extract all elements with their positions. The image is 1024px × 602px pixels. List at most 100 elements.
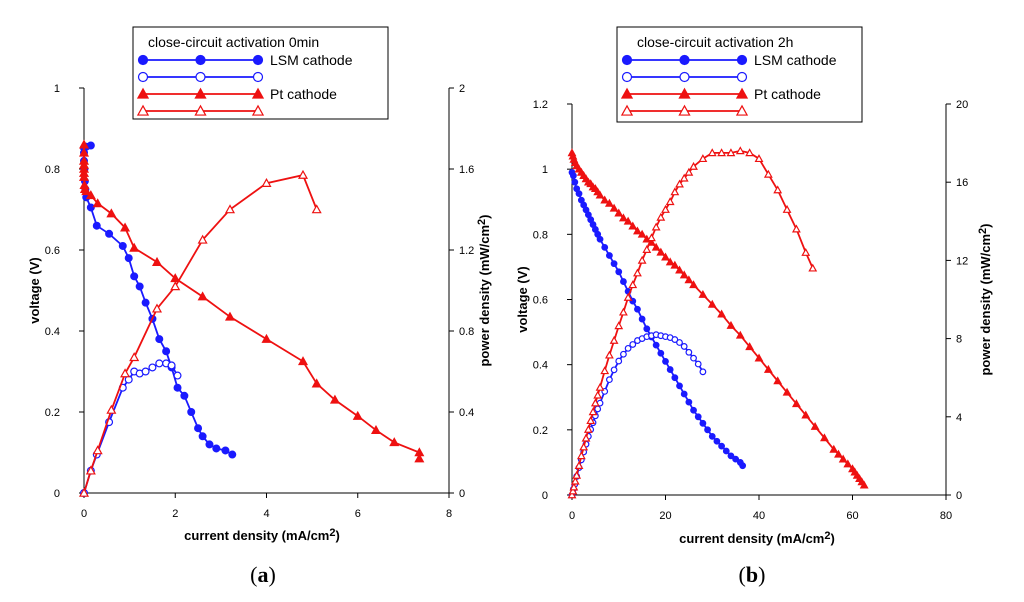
data-point [136,104,150,116]
data-point [569,482,579,491]
data-point [679,173,689,182]
data-point [389,437,400,447]
data-point [86,203,95,212]
x-tick-label: 60 [846,510,858,522]
x-axis-title: current density (mA/cm2) [184,527,340,543]
data-point [763,169,773,178]
series-line [571,172,744,467]
data-point [135,282,144,291]
data-point [679,270,689,279]
data-point [662,358,669,365]
data-point [657,349,665,357]
x-tick-label: 20 [659,510,671,522]
data-point [414,453,425,463]
data-point [136,87,150,99]
data-point [620,104,634,116]
data-point [838,454,848,463]
data-point [567,490,577,499]
data-point [224,204,236,214]
data-point [656,212,666,221]
data-point [637,229,647,238]
legend-label: Pt cathode [270,86,337,102]
data-point [620,350,627,358]
y2-tick-label: 0.4 [459,407,474,419]
data-point [600,195,610,204]
legend-entry: LSM cathode [137,52,353,68]
y-tick-label: 0.4 [533,360,548,372]
y2-tick-label: 1.2 [459,245,474,257]
legend: close-circuit activation 0min LSM cathode… [132,26,389,120]
x-tick-label: 4 [263,508,269,520]
data-point [620,278,627,285]
data-point [671,374,679,382]
data-point [173,371,182,380]
data-point [671,336,679,343]
data-point [155,359,164,368]
data-point [600,366,610,375]
data-point [167,361,176,370]
data-point [297,356,309,366]
data-point [194,87,207,99]
data-point [727,452,735,460]
data-point [726,320,736,329]
data-point [665,197,675,206]
data-point [661,204,670,213]
data-point [678,104,691,116]
data-point [722,447,730,455]
data-point [735,146,745,155]
data-point [689,161,698,170]
data-point [735,104,749,116]
data-point [130,272,139,281]
data-point [829,444,839,453]
data-point [707,148,717,157]
y-tick-label: 0.6 [45,245,60,257]
data-point [601,243,609,251]
data-point [791,224,801,233]
y2-tick-label: 1.6 [459,164,474,176]
legend-entry [621,71,748,83]
data-point [615,268,623,276]
data-point [678,87,691,99]
data-point [745,148,755,157]
data-point [621,54,633,66]
data-point [594,405,602,413]
data-point [252,71,264,83]
data-point [637,255,647,264]
data-point [614,208,624,217]
data-point [141,298,150,307]
data-point [684,167,694,176]
data-point [224,311,236,321]
x-tick-label: 80 [940,510,952,522]
y-tick-label: 0.4 [45,326,60,338]
data-point [118,241,127,250]
data-point [583,424,593,433]
data-point [78,171,90,181]
data-point [763,364,773,373]
data-point [735,330,745,339]
data-point [251,87,265,99]
data-point [570,476,580,485]
data-point [170,281,181,291]
data-point [311,204,322,214]
data-point [574,461,584,469]
y-tick-label: 0 [542,490,548,502]
data-point [647,233,656,242]
data-point [739,462,747,470]
data-point [623,292,633,301]
y2-tick-label: 20 [956,99,968,111]
data-point [690,406,697,414]
data-point [735,87,749,99]
data-point [194,104,207,116]
data-point [595,190,605,199]
x-tick-label: 40 [753,510,765,522]
data-point [680,343,688,350]
data-point [782,204,792,213]
legend-entry: Pt cathode [136,86,337,102]
data-point [698,289,708,298]
data-point [162,347,171,356]
data-point [859,480,869,489]
legend-title: close-circuit activation 2h [637,34,793,50]
data-point [610,260,618,268]
data-point [732,455,740,463]
data-point [773,185,783,194]
